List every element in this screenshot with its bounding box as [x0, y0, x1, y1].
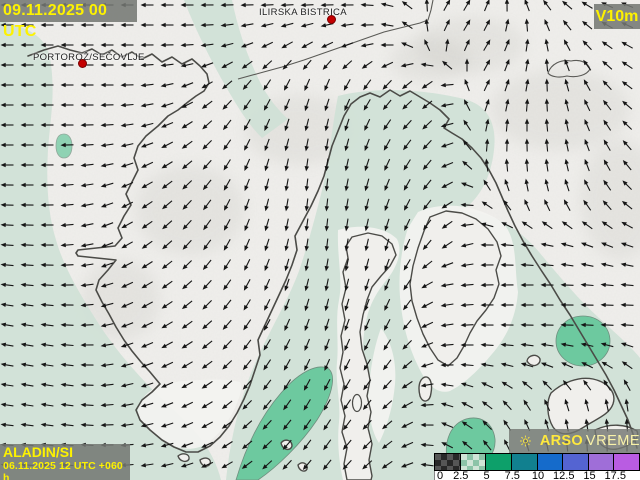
legend-segment	[486, 454, 511, 470]
variable-badge: V10m	[594, 4, 640, 29]
legend-tick: 0	[436, 470, 444, 480]
legend-segment	[435, 454, 460, 470]
model-name: ALADIN/SI	[3, 444, 73, 460]
legend-segment	[563, 454, 588, 470]
wind-speed-legend: 0 2.5 5 7.5 10 12.5 15 17.5	[434, 453, 640, 480]
legend-tick: 10	[531, 470, 545, 480]
legend-color-bar	[434, 453, 640, 471]
station-dot	[327, 15, 336, 24]
station-dot	[78, 59, 87, 68]
legend-segment	[511, 454, 537, 470]
station-label: PORTOROŽ/SEČOVLJE	[33, 52, 145, 63]
legend-tick: 17.5	[604, 470, 626, 480]
legend-tick: 15	[583, 470, 596, 480]
run-datetime-badge: 09.11.2025 00 UTC	[0, 0, 137, 40]
legend-tick: 12.5	[553, 470, 575, 480]
sun-icon	[519, 435, 531, 447]
logo-product-text: VREME	[585, 433, 640, 449]
logo-org-text: ARSO	[539, 433, 583, 449]
legend-segment	[588, 454, 614, 470]
arso-vreme-logo: ARSO VREME	[509, 429, 640, 453]
legend-segment	[614, 454, 639, 470]
model-init-text: 06.11.2025 12 UTC +060 h	[3, 460, 123, 480]
legend-tick: 7.5	[504, 470, 520, 480]
legend-tick: 5	[483, 470, 490, 480]
model-info-badge: ALADIN/SI 06.11.2025 12 UTC +060 h	[0, 444, 130, 480]
station-label: ILIRSKA BISTRICA	[259, 7, 347, 18]
variable-text: V10m	[595, 8, 639, 25]
legend-segment	[537, 454, 563, 470]
legend-tick: 2.5	[453, 470, 469, 480]
legend-segment	[460, 454, 486, 470]
legend-tick-labels: 0 2.5 5 7.5 10 12.5 15 17.5	[434, 470, 640, 480]
wind-arrows-layer	[0, 0, 634, 472]
run-datetime-text: 09.11.2025 00 UTC	[3, 2, 108, 40]
